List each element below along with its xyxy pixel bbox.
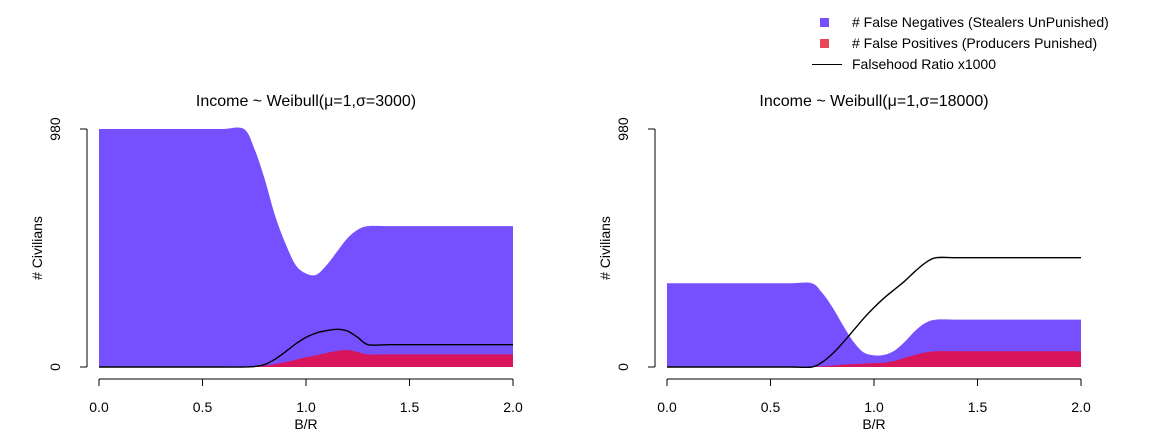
x-tick-label-2: 2.0 — [1071, 399, 1091, 415]
legend-label-false-positives: # False Positives (Producers Punished) — [852, 35, 1098, 51]
x-tick-label-2: 0.0 — [657, 399, 677, 415]
chart-panel-2: 0.0 0.5 1.0 1.5 2.0 B/R 0 980 # Civilians Income … — [597, 93, 1091, 432]
y-tick-label-1: 980 — [47, 117, 63, 141]
y-axis-label-1: # Civilians — [29, 216, 45, 280]
x-tick-label-1: 2.0 — [503, 399, 523, 415]
false-positives-area-1 — [99, 349, 513, 368]
legend-item-false-positives: # False Positives (Producers Punished) — [812, 33, 1109, 54]
legend-item-falsehood-ratio: Falsehood Ratio x1000 — [812, 54, 1109, 75]
x-tick-label-2: 1.0 — [864, 399, 884, 415]
chart-panel-1: 0.0 0.5 1.0 1.5 2.0 B/R 0 980 # Civilians Income … — [29, 93, 523, 432]
x-tick-label-1: 0.5 — [193, 399, 213, 415]
chart-title-1: Income ~ Weibull(μ=1,σ=3000) — [196, 93, 416, 110]
y-tick-label-2: 980 — [615, 117, 631, 141]
false-positives-area-2 — [667, 351, 1081, 368]
x-tick-label-1: 0.0 — [89, 399, 109, 415]
chart-title-2: Income ~ Weibull(μ=1,σ=18000) — [759, 93, 988, 110]
y-tick-label-1: 0 — [47, 363, 63, 371]
legend-item-false-negatives: # False Negatives (Stealers UnPunished) — [812, 12, 1109, 33]
legend-label-falsehood-ratio: Falsehood Ratio x1000 — [852, 56, 996, 72]
falsehood-ratio-line-2 — [667, 256, 1081, 369]
false-negatives-area-1 — [99, 127, 513, 367]
x-tick-label-2: 1.5 — [968, 399, 988, 415]
x-tick-label-1: 1.0 — [296, 399, 316, 415]
legend-swatch-false-positives — [820, 39, 829, 48]
legend-line-falsehood-ratio — [812, 64, 842, 65]
y-tick-label-2: 0 — [615, 363, 631, 371]
legend-swatch-false-negatives — [820, 18, 829, 27]
y-axis-label-2: # Civilians — [597, 216, 613, 280]
legend-label-false-negatives: # False Negatives (Stealers UnPunished) — [852, 14, 1109, 30]
legend: # False Negatives (Stealers UnPunished) … — [812, 12, 1109, 75]
falsehood-ratio-line-1 — [99, 328, 513, 368]
x-tick-label-1: 1.5 — [400, 399, 420, 415]
false-negatives-area-2 — [667, 282, 1081, 367]
x-tick-label-2: 0.5 — [761, 399, 781, 415]
x-axis-label-2: B/R — [862, 416, 885, 432]
x-axis-label-1: B/R — [294, 416, 317, 432]
